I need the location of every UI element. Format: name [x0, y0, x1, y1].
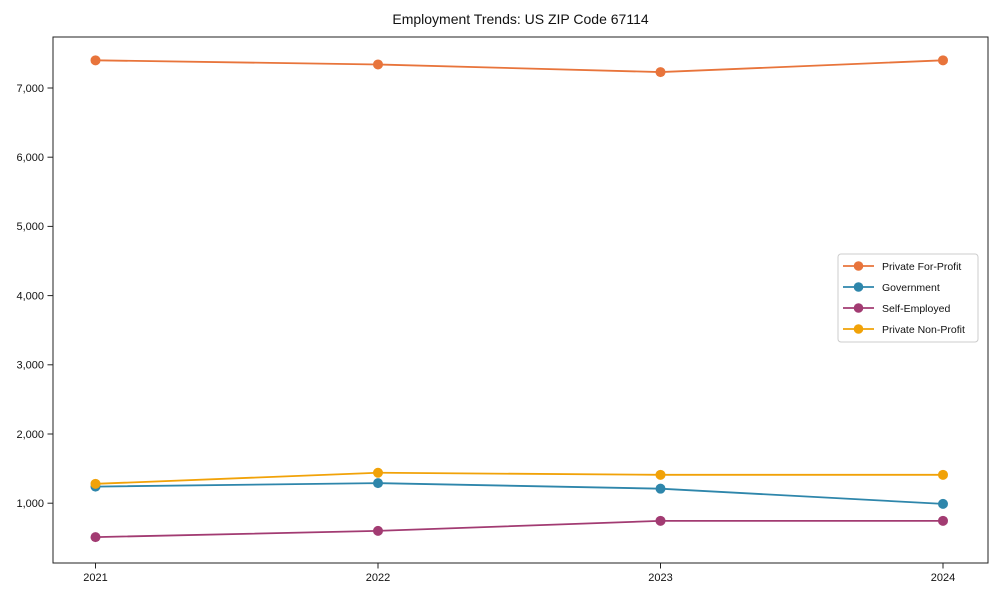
plot-border: [52, 36, 989, 564]
series-line-government: [95, 482, 944, 505]
legend-marker-private-non-profit: [853, 324, 864, 334]
data-point-self-employed: [938, 515, 948, 526]
legend-label-private-non-profit: Private Non-Profit: [882, 324, 965, 336]
series-line-self-employed: [95, 519, 943, 539]
x-tick-label: 2023: [648, 572, 672, 584]
data-point-government: [655, 483, 666, 494]
plot-area: 1,000 2,000 3,000 4,000 5,000 6,000 7,000 2021 2…: [16, 36, 989, 584]
y-tick-label: 1,000: [16, 498, 44, 510]
y-tick-label: 2,000: [16, 429, 44, 441]
data-point-self-employed: [90, 532, 101, 543]
legend-label-self-employed: Self-Employed: [882, 303, 950, 315]
data-point-private-non-profit: [938, 469, 948, 480]
y-tick-label: 3,000: [16, 360, 44, 372]
x-tick-label: 2022: [366, 572, 390, 584]
series-line-private-non-profit: [95, 471, 943, 485]
y-tick-label: 4,000: [16, 290, 44, 302]
legend-box: [837, 253, 979, 343]
y-tick-label: 6,000: [16, 152, 44, 164]
x-tick-label: 2024: [931, 572, 955, 584]
legend-marker-self-employed: [853, 303, 864, 313]
data-point-private-non-profit: [373, 467, 383, 478]
data-point-self-employed: [373, 525, 383, 536]
legend-label-government: Government: [882, 282, 940, 294]
data-point-private-non-profit: [90, 478, 101, 489]
y-tick-label: 5,000: [16, 221, 44, 233]
chart-title: Employment Trends: US ZIP Code 67114: [392, 11, 648, 27]
series-line-private-for-profit: [95, 59, 944, 73]
data-point-private-for-profit: [938, 55, 948, 66]
data-point-private-non-profit: [655, 469, 666, 480]
legend-marker-private-for-profit: [853, 261, 864, 271]
y-tick-label: 7,000: [16, 83, 44, 95]
legend-label-private-for-profit: Private For-Profit: [882, 261, 961, 273]
data-point-private-for-profit: [373, 59, 383, 70]
data-point-private-for-profit: [90, 55, 101, 66]
data-point-government: [373, 478, 383, 489]
data-point-private-for-profit: [655, 67, 666, 78]
x-tick-label: 2021: [83, 572, 107, 584]
legend-marker-government: [853, 282, 864, 292]
data-point-government: [938, 498, 948, 509]
data-point-self-employed: [655, 515, 666, 526]
